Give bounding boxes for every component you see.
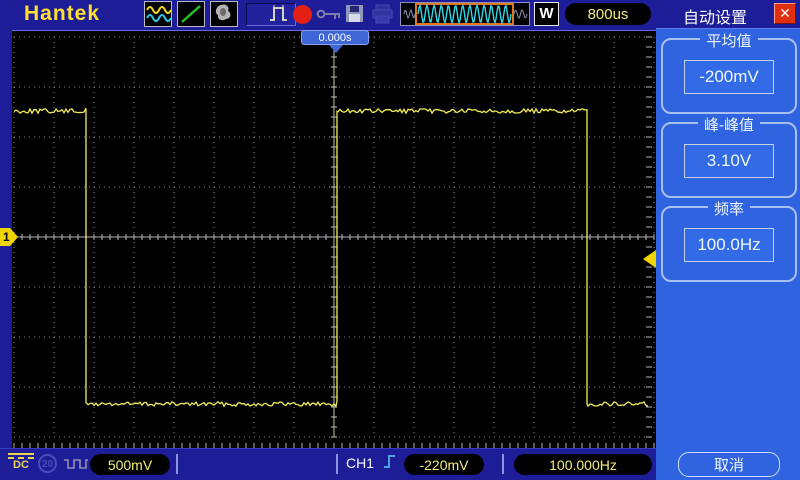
measurement-label: 频率: [707, 198, 750, 219]
waveform-trace: [13, 107, 649, 408]
statusbar-divider: [336, 454, 338, 474]
measurement-label: 峰-峰值: [698, 114, 760, 135]
channel1-marker-arrow: [0, 228, 18, 246]
record-icon[interactable]: [293, 5, 312, 24]
autoset-title: 自动设置: [682, 10, 747, 27]
timebase-readout[interactable]: 800us: [565, 3, 651, 25]
close-icon[interactable]: ✕: [774, 3, 796, 24]
rising-edge-icon: [384, 455, 395, 468]
autoset-titlebar: 自动设置 ✕: [656, 0, 800, 29]
coupling-label: DC: [13, 459, 29, 471]
top-toolbar: Hantek: [0, 0, 656, 28]
statusbar-divider: [176, 454, 178, 474]
measurement-value: 100.0Hz: [684, 228, 774, 262]
scope-display: [12, 30, 656, 449]
preview-window-region[interactable]: [415, 3, 514, 25]
cursor-line-icon: [181, 5, 201, 23]
persistence-button[interactable]: [210, 1, 238, 27]
trigger-level-arrow-shape: [643, 250, 656, 268]
measurement-label: 平均值: [700, 30, 758, 51]
trigger-source-label: CH1: [346, 455, 375, 471]
persistence-icon: [215, 4, 231, 21]
measurement-value: 3.10V: [684, 144, 774, 178]
pulse-icon[interactable]: [268, 3, 290, 25]
measurement-group-frequency: 频率 100.0Hz: [661, 198, 797, 282]
print-icon[interactable]: [370, 3, 396, 25]
autoset-panel: 自动设置 ✕ 平均值 -200mV 峰-峰值 3.10V 频率 100.0Hz …: [656, 0, 800, 480]
measurement-group-average: 平均值 -200mV: [661, 30, 797, 114]
trigger-time-label: 0.000s: [318, 32, 352, 44]
bandwidth-limit-icon: 20: [38, 454, 57, 473]
trigger-level-arrow[interactable]: [643, 250, 656, 268]
measurement-value: -200mV: [684, 60, 774, 94]
channel1-marker-label: 1: [3, 230, 10, 244]
trigger-position-pointer: [329, 45, 343, 53]
trigger-position-marker[interactable]: 0.000s: [301, 30, 369, 45]
scope-grid-and-trace: [13, 36, 655, 449]
frequency-counter-readout: 100.000Hz: [514, 454, 652, 475]
invert-squarewave-icon: [64, 459, 88, 469]
trigger-level-readout[interactable]: -220mV: [404, 454, 484, 475]
lock-key-icon[interactable]: [316, 6, 342, 22]
channel1-level-marker[interactable]: 1: [0, 227, 20, 247]
cursor-line-button[interactable]: [177, 1, 205, 27]
save-icon[interactable]: [345, 4, 365, 24]
statusbar-divider: [502, 454, 504, 474]
waveform-preview[interactable]: [400, 2, 530, 26]
w-indicator[interactable]: W: [534, 2, 559, 26]
cancel-button[interactable]: 取消: [678, 452, 780, 477]
brand-logo: Hantek: [24, 2, 101, 25]
channel-waves-button[interactable]: [144, 1, 172, 27]
measurement-group-peak-to-peak: 峰-峰值 3.10V: [661, 114, 797, 198]
volts-per-div-readout[interactable]: 500mV: [90, 454, 170, 475]
dc-coupling-icon: DC: [8, 453, 34, 471]
channel-waves-icon: [146, 6, 172, 22]
waveform-preview-graphic: [403, 3, 528, 25]
